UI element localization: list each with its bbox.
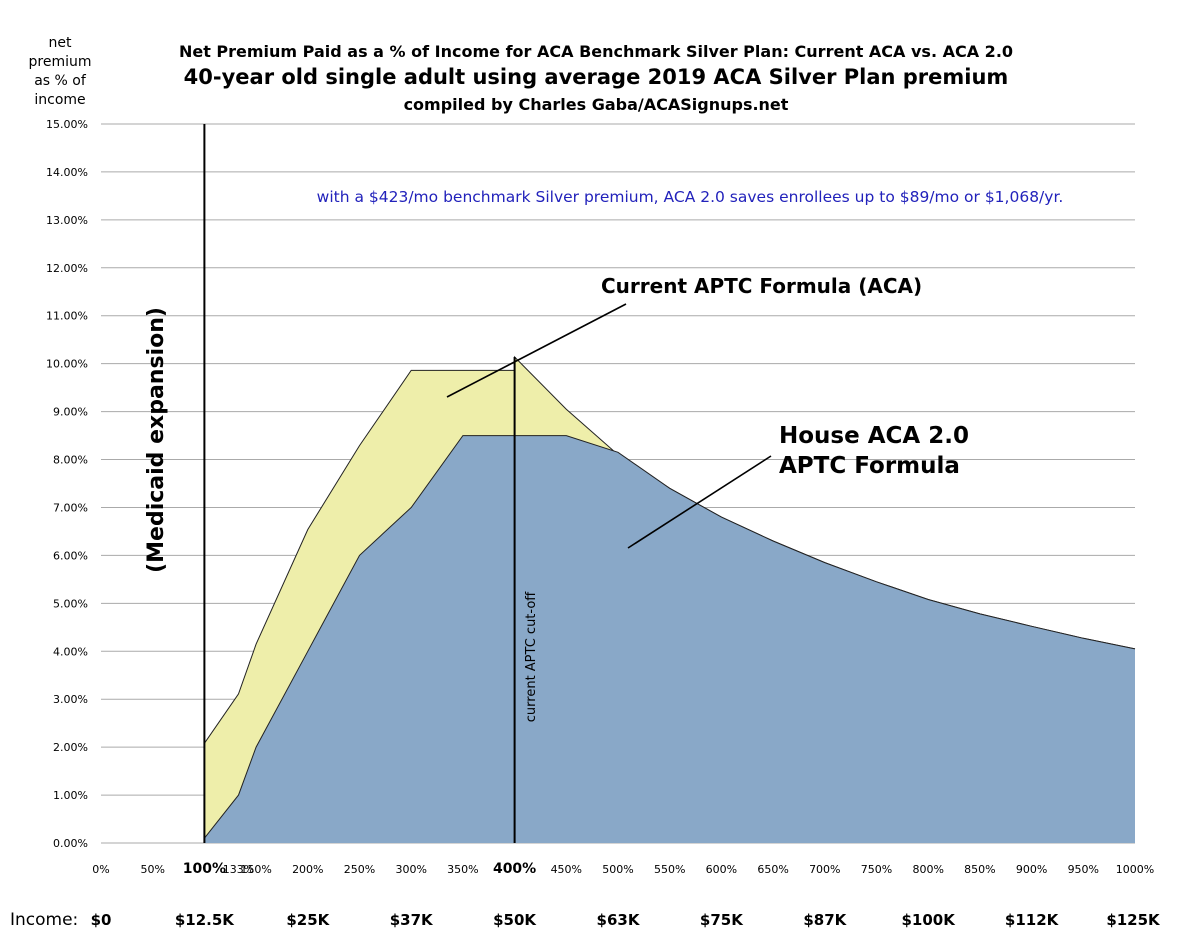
x-tick-label: 650% bbox=[757, 863, 788, 876]
house-aca-label-line-1: House ACA 2.0 bbox=[779, 423, 969, 449]
x-tick-label: 100% bbox=[183, 861, 226, 877]
y-axis-label-line-4: income bbox=[34, 92, 85, 108]
reference-lines bbox=[203, 124, 516, 843]
income-tick-label: $75K bbox=[700, 911, 744, 929]
income-tick-label: $37K bbox=[390, 911, 434, 929]
x-tick-label: 250% bbox=[344, 863, 375, 876]
y-tick-label: 1.00% bbox=[53, 789, 88, 802]
y-tick-label: 6.00% bbox=[53, 549, 88, 562]
y-axis-label-line-2: premium bbox=[29, 54, 92, 70]
series-area-house-aca-2 bbox=[204, 435, 1135, 843]
income-tick-label: $0 bbox=[91, 911, 112, 929]
y-tick-label: 14.00% bbox=[46, 166, 88, 179]
series-areas bbox=[203, 355, 1136, 843]
aptc-cutoff-label: current APTC cut-off bbox=[524, 591, 539, 723]
income-tick-label: $87K bbox=[803, 911, 847, 929]
x-tick-label: 900% bbox=[1016, 863, 1047, 876]
y-tick-label: 0.00% bbox=[53, 837, 88, 850]
y-tick-label: 5.00% bbox=[53, 597, 88, 610]
x-tick-label: 500% bbox=[602, 863, 633, 876]
savings-annotation: with a $423/mo benchmark Silver premium,… bbox=[317, 188, 1064, 206]
x-tick-label: 800% bbox=[912, 863, 943, 876]
y-axis-label-line-1: net bbox=[49, 35, 72, 51]
chart-credit: compiled by Charles Gaba/ACASignups.net bbox=[404, 95, 789, 114]
x-tick-label: 1000% bbox=[1116, 863, 1154, 876]
income-tick-labels: $0 $12.5K $25K $37K $50K $63K $75K $87K $100K $11… bbox=[91, 911, 1161, 929]
x-tick-label: 50% bbox=[140, 863, 164, 876]
x-tick-label: 200% bbox=[292, 863, 323, 876]
y-tick-label: 7.00% bbox=[53, 501, 88, 514]
y-tick-label: 15.00% bbox=[46, 118, 88, 131]
y-tick-label: 4.00% bbox=[53, 645, 88, 658]
x-tick-label: 950% bbox=[1068, 863, 1099, 876]
current-aptc-pointer bbox=[446, 303, 627, 398]
y-tick-label: 13.00% bbox=[46, 214, 88, 227]
x-tick-label: 400% bbox=[493, 861, 536, 877]
y-axis-label-line-3: as % of bbox=[34, 73, 87, 89]
x-tick-label: 700% bbox=[809, 863, 840, 876]
x-tick-label: 350% bbox=[447, 863, 478, 876]
series-line-house-aca-2 bbox=[204, 435, 1136, 839]
house-aca-pointer bbox=[627, 455, 772, 549]
y-tick-label: 12.00% bbox=[46, 262, 88, 275]
income-tick-label: $50K bbox=[493, 911, 537, 929]
x-tick-labels: 0% 50% 100%133%150% 200% 250% 300% 350% 400% 450… bbox=[92, 861, 1154, 877]
x-tick-label: 450% bbox=[551, 863, 582, 876]
y-tick-label: 2.00% bbox=[53, 741, 88, 754]
y-tick-labels: 0.00% 1.00% 2.00% 3.00% 4.00% 5.00% 6.00% 7.00%… bbox=[46, 118, 88, 850]
x-tick-label: 750% bbox=[861, 863, 892, 876]
income-tick-label: $100K bbox=[902, 911, 957, 929]
x-tick-label: 0% bbox=[92, 863, 109, 876]
income-tick-label: $63K bbox=[597, 911, 641, 929]
y-tick-label: 11.00% bbox=[46, 310, 88, 323]
y-tick-label: 8.00% bbox=[53, 454, 88, 467]
x-tick-label: 600% bbox=[706, 863, 737, 876]
y-tick-label: 3.00% bbox=[53, 693, 88, 706]
y-tick-label: 10.00% bbox=[46, 358, 88, 371]
medicaid-expansion-label: (Medicaid expansion) bbox=[144, 307, 169, 573]
x-tick-label: 300% bbox=[395, 863, 426, 876]
x-tick-label: 133% bbox=[223, 863, 254, 876]
income-tick-label: $112K bbox=[1005, 911, 1060, 929]
house-aca-label-line-2: APTC Formula bbox=[779, 453, 960, 479]
income-tick-label: $125K bbox=[1106, 911, 1161, 929]
x-tick-label: 150% bbox=[240, 863, 271, 876]
y-tick-label: 9.00% bbox=[53, 406, 88, 419]
income-tick-label: $12.5K bbox=[175, 911, 235, 929]
current-aptc-label: Current APTC Formula (ACA) bbox=[601, 274, 922, 298]
income-tick-label: $25K bbox=[286, 911, 330, 929]
chart-subtitle: 40-year old single adult using average 2… bbox=[184, 65, 1009, 89]
income-row-label: Income: bbox=[10, 910, 78, 930]
chart-title: Net Premium Paid as a % of Income for AC… bbox=[179, 42, 1013, 61]
x-tick-label: 850% bbox=[964, 863, 995, 876]
x-tick-label: 550% bbox=[654, 863, 685, 876]
